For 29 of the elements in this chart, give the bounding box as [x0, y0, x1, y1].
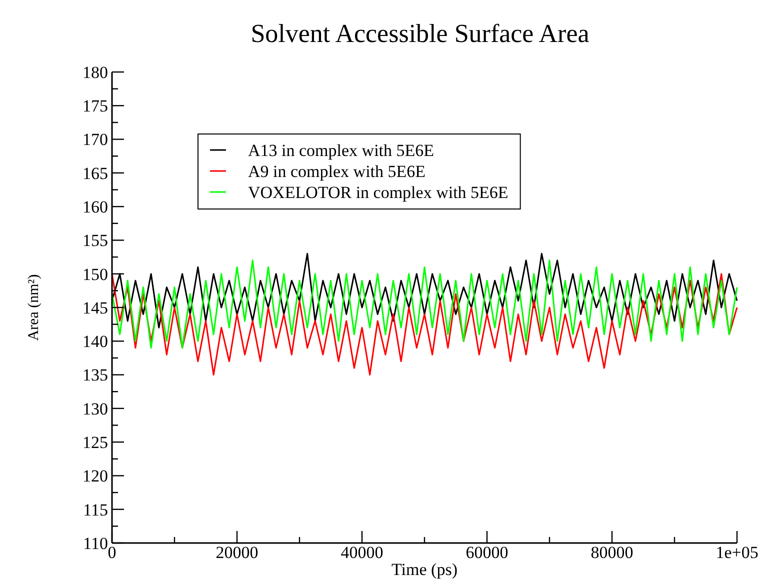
x-axis-title: Time (ps) — [392, 560, 458, 579]
y-tick-label: 170 — [82, 130, 108, 150]
y-tick-label: 155 — [82, 231, 108, 250]
legend-label: A13 in complex with 5E6E — [248, 140, 434, 160]
y-tick-label: 120 — [82, 466, 108, 486]
x-tick-label: 40000 — [340, 543, 384, 562]
y-tick-label: 180 — [82, 62, 108, 82]
chart-title: Solvent Accessible Surface Area — [250, 19, 590, 48]
legend-label: VOXELOTOR in complex with 5E6E — [248, 182, 508, 202]
y-axis-title: Area (nm²) — [26, 274, 42, 341]
y-tick-label: 175 — [82, 96, 108, 116]
y-tick-label: 140 — [82, 332, 108, 352]
y-tick-label: 110 — [83, 534, 108, 553]
x-tick-label: 20000 — [216, 543, 258, 562]
x-tick-label: 80000 — [590, 543, 634, 562]
x-tick-label: 0 — [108, 543, 116, 562]
y-tick-label: 150 — [82, 264, 108, 284]
y-tick-label: 135 — [82, 366, 108, 385]
line-series — [111, 260, 738, 349]
x-tick-label: 60000 — [466, 543, 508, 562]
y-tick-label: 145 — [82, 298, 108, 318]
y-tick-label: 115 — [83, 500, 108, 520]
legend-label: A9 in complex with 5E6E — [248, 162, 426, 181]
y-tick-label: 160 — [82, 198, 108, 217]
y-tick-label: 165 — [82, 164, 108, 183]
y-tick-label: 125 — [82, 433, 108, 452]
y-tick-label: 130 — [82, 399, 108, 418]
line-series — [111, 273, 738, 376]
x-tick-label: 1e+05 — [716, 543, 758, 562]
